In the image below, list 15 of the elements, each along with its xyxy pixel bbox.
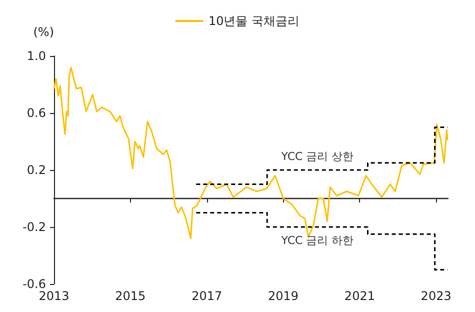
legend-label: 10년물 국채금리 xyxy=(208,14,300,28)
series-label: YCC 금리 상한 xyxy=(280,150,354,163)
x-tick-label: 2023 xyxy=(420,289,452,303)
y-axis-title: (%) xyxy=(33,25,54,39)
y-tick-label: 0.6 xyxy=(26,106,46,120)
y-tick-label: 1.0 xyxy=(26,49,46,63)
x-tick-label: 2017 xyxy=(192,289,222,303)
x-tick-label: 2013 xyxy=(38,289,70,303)
y-tick-label: -0.6 xyxy=(22,277,46,291)
y-tick-label: -0.2 xyxy=(22,220,46,234)
x-tick-label: 2015 xyxy=(115,289,146,303)
x-tick-label: 2021 xyxy=(344,289,375,303)
y-tick-label: 0.2 xyxy=(26,163,46,177)
x-tick-label: 2019 xyxy=(268,289,298,303)
series-label: YCC 금리 하한 xyxy=(280,234,354,247)
